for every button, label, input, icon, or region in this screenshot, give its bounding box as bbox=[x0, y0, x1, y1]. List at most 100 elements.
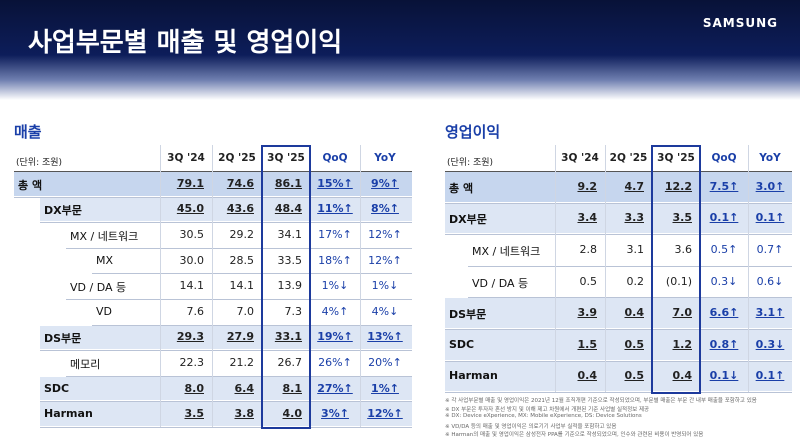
column-header: 3Q '24 bbox=[561, 152, 599, 164]
table-cell: 29.2 bbox=[229, 228, 255, 241]
column-header: YoY bbox=[759, 152, 781, 164]
footnote: ※ DX 부문은 투자자 혼선 방지 및 이해 제고 차원에서 개편된 기준 사… bbox=[445, 406, 650, 413]
row-rule bbox=[66, 247, 412, 249]
table-cell: 29.3 bbox=[176, 330, 204, 344]
table-cell: 48.4 bbox=[274, 202, 302, 216]
table-cell: 0.5↑ bbox=[710, 243, 738, 256]
table-cell: 0.1↑ bbox=[755, 369, 785, 383]
row-rule bbox=[445, 392, 792, 394]
table-cell: 0.1↓ bbox=[709, 369, 739, 383]
table-cell: 0.8↑ bbox=[709, 337, 739, 351]
table-cell: 8.1 bbox=[282, 381, 303, 395]
column-header: 2Q '25 bbox=[609, 152, 648, 164]
table-cell: 33.1 bbox=[274, 330, 302, 344]
row-rule bbox=[66, 375, 412, 377]
row-shade bbox=[14, 172, 412, 196]
row-label: VD bbox=[96, 304, 112, 318]
row-shade bbox=[40, 402, 412, 426]
row-shade bbox=[445, 361, 792, 392]
table-cell: 4.7 bbox=[624, 179, 645, 193]
column-divider bbox=[748, 145, 749, 393]
table-cell: 9.2 bbox=[577, 179, 598, 193]
row-shade bbox=[40, 325, 412, 350]
table-cell: 0.5 bbox=[624, 337, 645, 351]
table-cell: 3.6 bbox=[674, 243, 693, 256]
column-divider bbox=[212, 145, 213, 427]
row-shade bbox=[445, 203, 792, 234]
table-cell: 11%↑ bbox=[317, 202, 353, 216]
row-rule bbox=[40, 401, 412, 403]
row-label: DS부문 bbox=[449, 308, 487, 322]
highlight-box bbox=[261, 145, 311, 429]
row-label: Harman bbox=[44, 407, 93, 421]
table-cell: 0.7↑ bbox=[756, 243, 784, 256]
row-rule bbox=[468, 297, 792, 299]
column-header: 2Q '25 bbox=[218, 152, 256, 164]
table-cell: 3.9 bbox=[577, 306, 598, 320]
table-cell: 0.4 bbox=[672, 369, 693, 383]
table-cell: 8.0 bbox=[184, 381, 205, 395]
row-rule bbox=[14, 196, 412, 198]
table-cell: 86.1 bbox=[274, 176, 302, 190]
table-cell: 6.4 bbox=[234, 381, 255, 395]
table-cell: 3.5 bbox=[184, 407, 205, 421]
table-cell: 17%↑ bbox=[318, 228, 352, 241]
section-title: 매출 bbox=[14, 123, 42, 141]
table-cell: 3.5 bbox=[672, 211, 693, 225]
table-cell: 12%↑ bbox=[368, 228, 402, 241]
table-cell: 0.3↓ bbox=[755, 337, 785, 351]
table-cell: 0.2 bbox=[626, 274, 645, 288]
row-rule bbox=[445, 234, 792, 236]
table-cell: 27.9 bbox=[226, 330, 254, 344]
table-cell: 3%↑ bbox=[321, 407, 349, 421]
table-cell: 45.0 bbox=[176, 202, 204, 216]
table-cell: 7.0 bbox=[672, 306, 693, 320]
table-cell: 0.5 bbox=[624, 369, 645, 383]
row-label: VD / DA 등 bbox=[70, 281, 127, 295]
header-band bbox=[0, 0, 800, 100]
row-rule bbox=[445, 329, 792, 330]
table-cell: 3.8 bbox=[234, 407, 255, 421]
table-cell: 2.8 bbox=[579, 243, 598, 256]
column-header: 3Q '24 bbox=[167, 152, 205, 164]
table-cell: 1%↓ bbox=[321, 279, 349, 293]
table-cell: 3.4 bbox=[577, 211, 598, 225]
table-cell: 0.1↑ bbox=[709, 211, 739, 225]
row-label: DS부문 bbox=[44, 332, 82, 346]
row-rule bbox=[66, 299, 412, 300]
row-label: SDC bbox=[449, 337, 475, 351]
table-cell: 14.1 bbox=[229, 279, 255, 293]
row-rule bbox=[92, 273, 412, 275]
row-label: VD / DA 등 bbox=[472, 276, 529, 290]
table-cell: 0.6↓ bbox=[756, 274, 784, 288]
table-cell: 74.6 bbox=[226, 176, 254, 190]
table-cell: 9%↑ bbox=[371, 176, 399, 190]
table-cell: 3.0↑ bbox=[755, 179, 785, 193]
table-cell: 13.9 bbox=[277, 279, 303, 293]
table-cell: 15%↑ bbox=[317, 176, 353, 190]
unit-label: (단위: 조원) bbox=[447, 158, 494, 168]
row-rule bbox=[445, 202, 792, 204]
row-label: MX bbox=[96, 253, 114, 267]
column-divider bbox=[160, 145, 161, 427]
table-cell: 3.1 bbox=[626, 243, 645, 256]
table-cell: 0.3↓ bbox=[710, 274, 738, 288]
column-divider bbox=[360, 145, 361, 427]
column-header: 3Q '25 bbox=[267, 152, 305, 164]
table-cell: 8%↑ bbox=[371, 202, 399, 216]
table-cell: 12.2 bbox=[664, 179, 692, 193]
footnote: ※ 각 사업부문별 매출 및 영업이익은 2021년 12월 조직개편 기준으로… bbox=[445, 398, 757, 404]
table-cell: 0.5 bbox=[579, 274, 598, 288]
table-cell: 30.0 bbox=[179, 253, 205, 267]
table-cell: 79.1 bbox=[176, 176, 204, 190]
row-rule bbox=[40, 350, 412, 352]
slide-title: 사업부문별 매출 및 영업이익 bbox=[28, 28, 343, 58]
column-header: QoQ bbox=[322, 152, 348, 164]
row-label: 총 액 bbox=[449, 181, 474, 195]
table-cell: 12%↑ bbox=[367, 407, 403, 421]
row-rule bbox=[468, 265, 792, 267]
table-cell: 26%↑ bbox=[318, 356, 352, 369]
column-header: YoY bbox=[374, 152, 396, 164]
column-header: 3Q '25 bbox=[657, 152, 695, 164]
